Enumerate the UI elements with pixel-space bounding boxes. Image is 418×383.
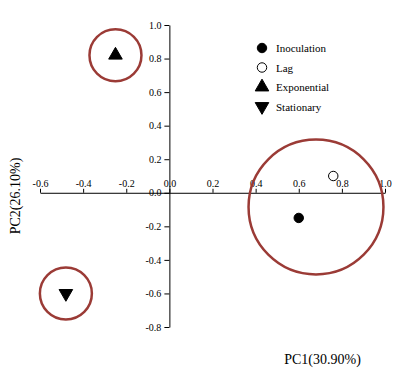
tick: -0.6: [146, 288, 170, 299]
tick: -0.2: [146, 221, 170, 232]
tick-mark: [164, 59, 169, 60]
tick-mark: [213, 189, 214, 193]
tick-label: -0.8: [146, 322, 162, 333]
legend-label: Lag: [276, 62, 294, 74]
highlight-circle: [89, 29, 141, 81]
tick: -0.6: [33, 178, 49, 193]
tick-mark: [164, 159, 169, 160]
axis-line: [41, 193, 386, 194]
tick-mark: [342, 189, 343, 193]
tick-mark: [164, 293, 169, 294]
x-axis-title: PC1(30.90%): [284, 352, 361, 368]
highlight-circle: [40, 267, 92, 319]
legend-marker: [257, 63, 266, 72]
axis-line: [169, 26, 170, 328]
tick-label: -0.4: [76, 178, 92, 189]
highlight-circle: [249, 140, 384, 275]
tick: -0.8: [146, 322, 170, 333]
tick-label: 0.6: [293, 178, 306, 189]
tick-mark: [299, 189, 300, 193]
chart: -0.6-0.4-0.20.00.20.40.60.81.0-0.8-0.6-0…: [0, 0, 418, 383]
x-axis: -0.6-0.4-0.20.00.20.40.60.81.0: [33, 178, 392, 194]
tick-label: 0.4: [149, 120, 162, 131]
tick: 0.2: [207, 178, 220, 193]
tick-label: 1.0: [149, 20, 162, 31]
tick-label: -0.2: [146, 221, 162, 232]
tick-label: 0.0: [149, 187, 162, 198]
legend-label: Inoculation: [276, 42, 327, 54]
point: [329, 171, 338, 180]
tick-label: -0.4: [146, 255, 162, 266]
highlights: [40, 29, 384, 319]
tick: 0.6: [293, 178, 306, 193]
tick: 0.8: [149, 53, 170, 64]
legend-marker: [255, 103, 269, 115]
tick: 0.8: [336, 178, 349, 193]
tick-label: 0.6: [149, 87, 162, 98]
tick-label: -0.6: [33, 178, 49, 189]
tick-label: 0.8: [149, 53, 162, 64]
tick-label: -0.6: [146, 288, 162, 299]
tick-label: 0.8: [336, 178, 349, 189]
y-axis-title: PC2(26.10%): [8, 157, 24, 234]
legend-label: Exponential: [276, 81, 329, 93]
tick: -0.4: [146, 255, 170, 266]
tick-label: -0.2: [119, 178, 135, 189]
tick-mark: [40, 189, 41, 193]
legend-marker: [255, 79, 269, 91]
tick-mark: [83, 189, 84, 193]
tick-mark: [164, 193, 169, 194]
tick-mark: [164, 226, 169, 227]
tick-mark: [385, 189, 386, 193]
y-axis: -0.8 -0.6 -0.4 -0.2 0.0 0.2 0.4 0.6 0.8 1.0: [146, 20, 170, 333]
legend-label: Stationary: [276, 101, 322, 113]
tick-mark: [164, 327, 169, 328]
points: [59, 47, 338, 301]
point: [109, 47, 123, 59]
tick-label: 0.2: [207, 178, 220, 189]
tick-mark: [164, 126, 169, 127]
tick-mark: [164, 260, 169, 261]
tick: 0.4: [149, 120, 170, 131]
legend: Inoculation Lag Exponential Stationary: [255, 42, 329, 114]
tick: 0.2: [149, 154, 170, 165]
tick: 0.6: [149, 87, 170, 98]
tick: -0.2: [119, 178, 135, 193]
tick: -0.4: [76, 178, 92, 193]
legend-marker: [257, 43, 266, 52]
tick: 1.0: [149, 20, 170, 31]
point: [59, 290, 73, 302]
tick-mark: [164, 92, 169, 93]
tick-mark: [164, 25, 169, 26]
tick-mark: [126, 189, 127, 193]
point: [294, 213, 303, 222]
tick-mark: [256, 189, 257, 193]
tick-label: 0.2: [149, 154, 162, 165]
tick: 0.0: [149, 187, 170, 198]
